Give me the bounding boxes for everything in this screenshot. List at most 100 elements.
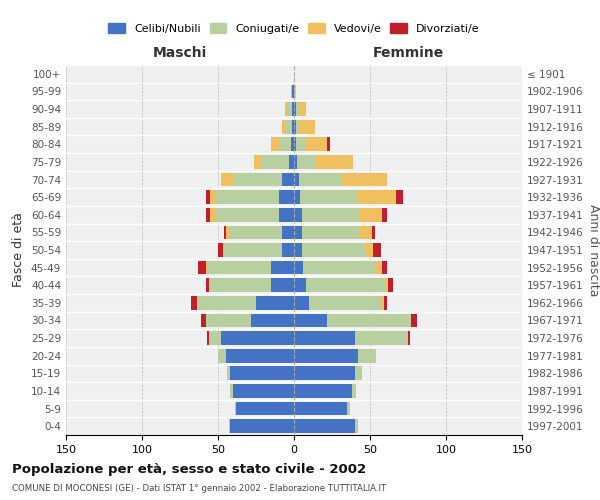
Bar xyxy=(355,366,362,380)
Bar xyxy=(315,155,353,169)
Bar xyxy=(376,260,382,274)
Legend: Celibi/Nubili, Coniugati/e, Vedovi/e, Divorziati/e: Celibi/Nubili, Coniugati/e, Vedovi/e, Di… xyxy=(104,19,484,38)
Bar xyxy=(230,420,294,433)
Bar xyxy=(296,120,300,134)
Bar xyxy=(236,402,294,415)
Bar xyxy=(271,260,294,274)
Bar xyxy=(285,102,288,116)
Text: Maschi: Maschi xyxy=(153,46,207,60)
Bar xyxy=(227,366,230,380)
Bar xyxy=(211,190,215,204)
Bar xyxy=(352,384,356,398)
Bar xyxy=(383,296,387,310)
Bar xyxy=(218,349,226,362)
Bar xyxy=(328,314,411,328)
Bar xyxy=(291,84,292,98)
Bar xyxy=(294,208,302,222)
Bar xyxy=(201,314,206,328)
Bar xyxy=(292,84,294,98)
Bar xyxy=(209,278,211,292)
Bar xyxy=(211,278,271,292)
Bar xyxy=(218,243,223,257)
Bar xyxy=(294,349,358,362)
Bar xyxy=(294,120,296,134)
Bar xyxy=(341,172,387,186)
Bar xyxy=(355,331,408,345)
Bar xyxy=(296,102,299,116)
Bar xyxy=(230,384,233,398)
Bar xyxy=(300,190,358,204)
Bar xyxy=(371,226,374,239)
Y-axis label: Anni di nascita: Anni di nascita xyxy=(587,204,600,296)
Bar xyxy=(303,260,376,274)
Bar xyxy=(251,314,294,328)
Bar xyxy=(408,331,410,345)
Bar xyxy=(328,138,331,151)
Bar xyxy=(191,296,197,310)
Bar xyxy=(382,260,387,274)
Bar xyxy=(215,190,279,204)
Bar xyxy=(302,243,365,257)
Bar xyxy=(256,296,294,310)
Bar xyxy=(279,208,294,222)
Bar xyxy=(294,155,297,169)
Bar xyxy=(359,226,371,239)
Bar xyxy=(206,314,251,328)
Bar xyxy=(294,190,300,204)
Bar xyxy=(230,366,294,380)
Bar xyxy=(294,138,296,151)
Bar xyxy=(305,138,328,151)
Bar xyxy=(299,102,306,116)
Bar xyxy=(279,138,291,151)
Bar xyxy=(221,172,233,186)
Bar xyxy=(388,278,393,292)
Bar xyxy=(224,243,282,257)
Bar xyxy=(233,172,282,186)
Bar xyxy=(302,208,359,222)
Bar xyxy=(208,331,209,345)
Bar xyxy=(294,226,302,239)
Bar xyxy=(385,278,388,292)
Bar xyxy=(224,226,226,239)
Bar xyxy=(286,120,292,134)
Bar xyxy=(294,102,296,116)
Bar xyxy=(262,155,289,169)
Bar xyxy=(294,420,355,433)
Bar xyxy=(282,243,294,257)
Bar xyxy=(347,402,350,415)
Bar xyxy=(396,190,403,204)
Bar xyxy=(282,226,294,239)
Bar xyxy=(198,296,256,310)
Bar xyxy=(382,296,383,310)
Bar xyxy=(291,138,294,151)
Bar xyxy=(294,296,309,310)
Bar xyxy=(294,402,347,415)
Bar xyxy=(209,331,221,345)
Text: Femmine: Femmine xyxy=(373,46,443,60)
Bar xyxy=(223,243,224,257)
Bar xyxy=(358,349,376,362)
Bar xyxy=(294,314,328,328)
Bar xyxy=(226,226,229,239)
Bar xyxy=(289,155,294,169)
Bar xyxy=(226,349,294,362)
Bar xyxy=(294,331,355,345)
Bar xyxy=(294,84,296,98)
Bar xyxy=(206,260,208,274)
Bar xyxy=(365,243,373,257)
Bar xyxy=(206,190,211,204)
Bar xyxy=(411,314,417,328)
Bar xyxy=(297,155,315,169)
Bar xyxy=(294,260,303,274)
Bar xyxy=(211,208,215,222)
Bar xyxy=(221,331,294,345)
Bar xyxy=(358,190,396,204)
Bar xyxy=(197,296,198,310)
Bar xyxy=(254,155,262,169)
Text: Popolazione per età, sesso e stato civile - 2002: Popolazione per età, sesso e stato civil… xyxy=(12,462,366,475)
Bar xyxy=(294,384,352,398)
Bar xyxy=(271,278,294,292)
Bar xyxy=(208,260,271,274)
Bar xyxy=(355,420,358,433)
Bar xyxy=(233,384,294,398)
